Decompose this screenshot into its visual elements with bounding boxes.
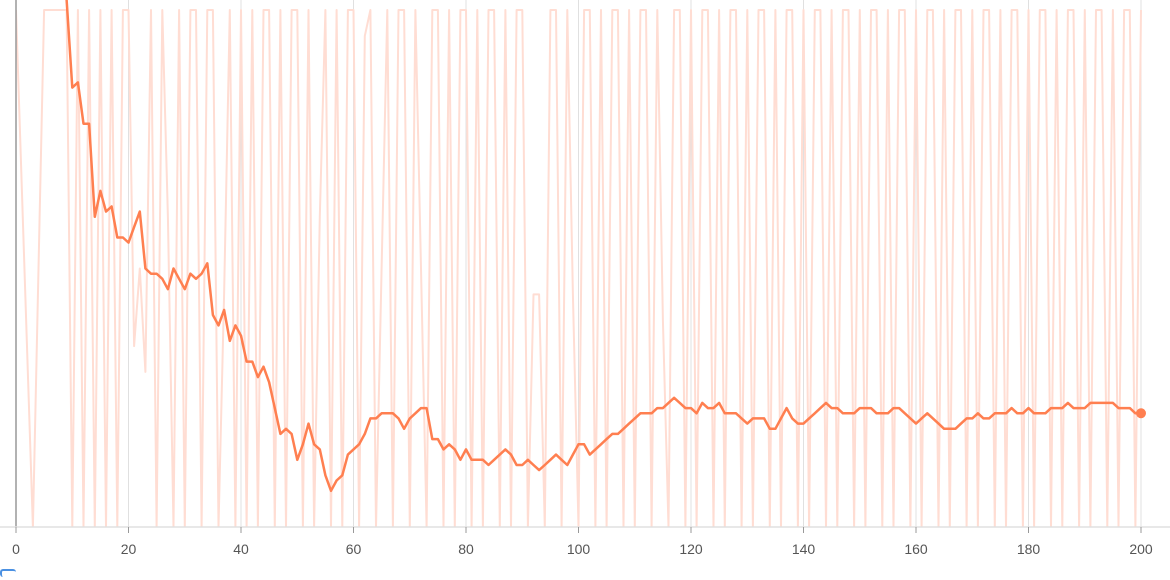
tick-label-160: 160 [904, 541, 928, 557]
axes [0, 0, 1170, 528]
tick-label-200: 200 [1129, 541, 1153, 557]
tick-label-140: 140 [792, 541, 816, 557]
tick-label-180: 180 [1017, 541, 1041, 557]
tick-label-0: 0 [12, 541, 20, 557]
series-line-smoothed [65, 0, 1141, 493]
tick-label-120: 120 [679, 541, 703, 557]
tick-label-80: 80 [458, 541, 474, 557]
tick-label-60: 60 [346, 541, 362, 557]
tick-label-20: 20 [121, 541, 137, 557]
smoothed-series [65, 0, 1146, 493]
series-line-raw [16, 9, 1142, 527]
tick-label-40: 40 [233, 541, 249, 557]
series-endpoint-smoothed [1136, 408, 1146, 419]
tick-label-100: 100 [567, 541, 591, 557]
selection-corner-icon [0, 569, 16, 577]
raw-series [16, 9, 1142, 527]
x-axis-ticks: 0 20 40 60 80 100 120 140 160 180 200 [12, 527, 1153, 557]
